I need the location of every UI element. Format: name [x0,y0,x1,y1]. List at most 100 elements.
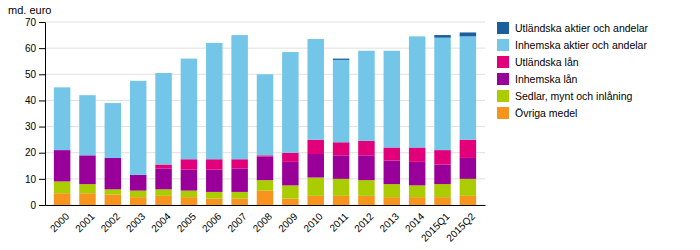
chart: 0102030405060702000200120022003200420052… [0,0,700,250]
bar [181,159,197,169]
bar [282,198,298,205]
x-tick: 2013 [377,210,401,234]
y-tick-label: 50 [25,69,37,80]
bars [54,32,476,205]
x-tick: 2000 [48,210,72,234]
y-tick-label: 0 [30,200,36,211]
bar [282,52,298,53]
bar [434,164,450,184]
bar [409,36,425,37]
bar [257,74,273,155]
bar [384,197,400,205]
x-tick: 2005 [175,210,199,234]
bar [54,150,70,181]
y-axis-line [39,23,46,206]
bar [460,36,476,139]
legend-label: Inhemska lån [515,73,578,85]
legend-item: Utländska lån [497,56,579,68]
y-tick-label: 30 [25,121,37,132]
bar [358,50,374,51]
bar [130,191,146,198]
y-tick-mark [39,48,45,49]
x-tick: 2011 [327,210,350,233]
bar [333,59,349,60]
legend-label: Inhemska aktier och andelar [515,39,647,51]
bar [54,181,70,193]
bar [79,95,95,96]
bar [307,196,323,205]
x-tick: 2012 [352,210,376,234]
y-tick: 20 [25,147,45,158]
legend-label: Utländska aktier och andelar [515,22,649,34]
x-tick-label: 2005 [175,210,199,234]
x-tick-label: 2011 [327,210,350,233]
x-tick: 2001 [73,210,97,234]
grid [45,22,485,205]
bar [206,159,222,169]
bar [105,195,121,205]
bar [384,147,400,160]
bar [181,59,197,160]
y-tick-mark [39,179,45,180]
y-axis: 010203040506070 [25,17,46,211]
bar [130,175,146,191]
bar [358,196,374,205]
x-tick-label: 2002 [99,210,123,234]
bar [130,81,146,175]
y-tick-label: 40 [25,95,37,106]
bar [105,189,121,194]
bar [206,42,222,43]
x-tick: 2004 [149,210,173,234]
y-tick-mark [39,153,45,154]
x-tick-label: 2000 [48,210,72,234]
y-axis-title: md. euro [8,4,51,16]
bar [155,73,171,165]
x-tick-label: 2015Q2 [444,210,477,243]
y-tick-mark [39,127,45,128]
bar [257,74,273,75]
bar [54,87,70,88]
bar [130,197,146,205]
bar [434,150,450,164]
series [333,32,476,59]
bar [333,142,349,155]
legend-swatch [497,90,509,102]
bar [54,87,70,150]
bar [231,168,247,192]
bar [434,197,450,205]
y-tick-mark [39,100,45,101]
bar [257,180,273,190]
bar [434,35,450,38]
x-tick-label: 2001 [73,210,97,234]
x-axis: 2000200120022003200420052006200720082009… [46,206,486,244]
bar [460,32,476,36]
x-tick-label: 2008 [251,210,275,234]
bar [155,189,171,196]
y-tick: 40 [25,95,45,106]
bar [358,155,374,180]
bar [79,155,95,184]
y-tick: 0 [30,200,45,211]
bar [307,140,323,154]
x-tick-label: 2009 [276,210,300,234]
bar [333,155,349,179]
bar [79,95,95,155]
x-tick: 2009 [276,210,300,234]
legend-label: Sedlar, mynt och inlåning [515,90,632,102]
x-tick-label: 2010 [301,210,325,234]
bar [181,170,197,191]
bar [384,184,400,197]
legend-item: Utländska aktier och andelar [497,22,649,34]
legend-item: Sedlar, mynt och inlåning [497,90,632,102]
bar [409,36,425,147]
bar [105,158,121,189]
bar [181,197,197,205]
plot: 0102030405060702000200120022003200420052… [25,17,486,244]
bar [384,50,400,51]
x-tick-label: 2006 [200,210,224,234]
x-tick-label: 2003 [124,210,148,234]
bar [155,196,171,205]
bar [105,103,121,158]
bar [79,193,95,205]
bar [231,198,247,205]
